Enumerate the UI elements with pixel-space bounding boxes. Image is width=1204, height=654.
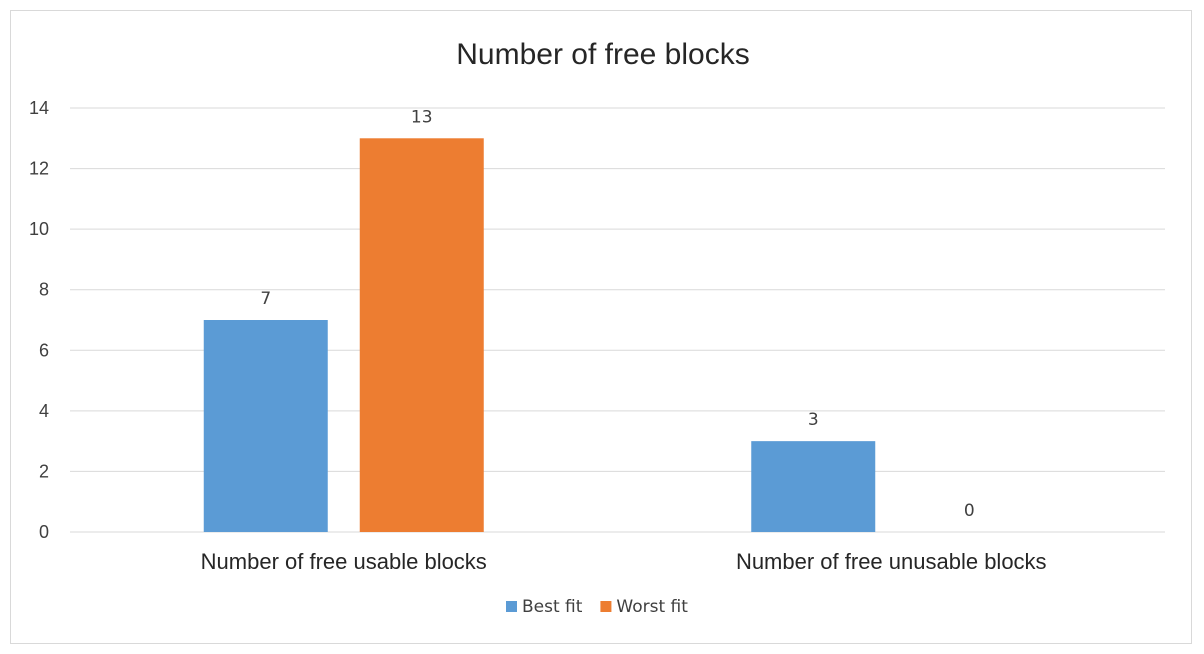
legend-label: Worst fit xyxy=(616,597,688,617)
y-tick-label: 0 xyxy=(39,522,49,542)
y-tick-label: 12 xyxy=(29,159,49,179)
data-label: 3 xyxy=(808,410,819,430)
y-axis-ticks: 0 2 4 6 8 10 12 14 xyxy=(29,98,49,542)
y-tick-label: 14 xyxy=(29,98,49,118)
data-label: 0 xyxy=(964,501,975,521)
x-category-label: Number of free usable blocks xyxy=(201,549,487,574)
x-axis-categories: Number of free usable blocks Number of fr… xyxy=(201,549,1047,574)
legend-swatch xyxy=(506,601,517,612)
bar xyxy=(359,138,484,533)
data-labels: 7 13 3 0 xyxy=(260,107,974,521)
legend: Best fit Worst fit xyxy=(506,597,688,617)
bar xyxy=(751,441,876,532)
legend-swatch xyxy=(600,601,612,612)
legend-label: Best fit xyxy=(522,597,583,617)
data-label: 7 xyxy=(260,289,271,309)
y-tick-label: 2 xyxy=(39,461,49,481)
data-label: 13 xyxy=(411,107,433,127)
x-category-label: Number of free unusable blocks xyxy=(736,549,1047,574)
y-tick-label: 6 xyxy=(39,340,49,360)
chart-title: Number of free blocks xyxy=(456,38,749,71)
y-tick-label: 4 xyxy=(39,401,49,421)
bar xyxy=(203,320,328,532)
bars xyxy=(203,138,876,533)
y-tick-label: 8 xyxy=(39,280,49,300)
y-tick-label: 10 xyxy=(29,219,49,239)
